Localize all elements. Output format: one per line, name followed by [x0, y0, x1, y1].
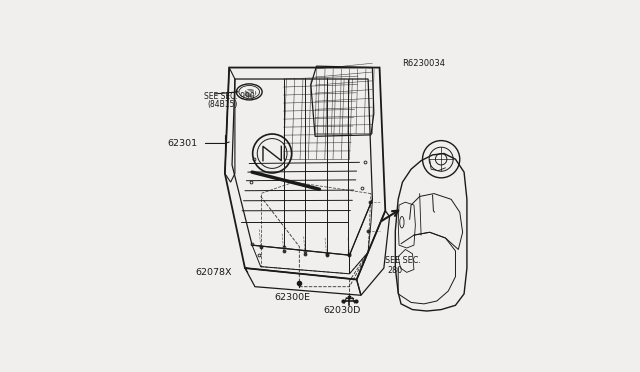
Text: 62301: 62301 [168, 139, 198, 148]
Text: (84B15): (84B15) [208, 100, 238, 109]
Text: SEE SEC. 990: SEE SEC. 990 [204, 92, 255, 101]
Text: SEE SEC.: SEE SEC. [385, 256, 421, 265]
Text: 280: 280 [388, 266, 403, 275]
Text: R6230034: R6230034 [403, 59, 445, 68]
Text: 62078X: 62078X [196, 268, 232, 277]
Text: 62300E: 62300E [274, 293, 310, 302]
Text: 62030D: 62030D [324, 306, 361, 315]
Ellipse shape [244, 89, 256, 97]
